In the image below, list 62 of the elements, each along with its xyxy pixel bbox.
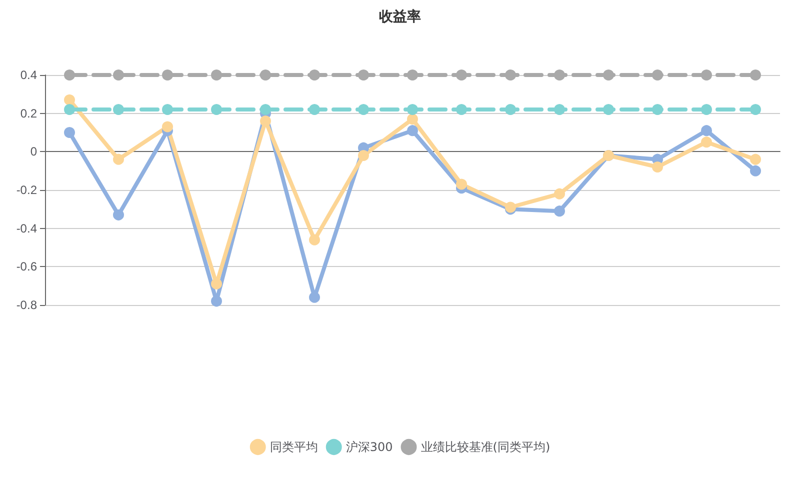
point [211, 70, 222, 80]
point [456, 178, 467, 190]
point [309, 234, 320, 246]
point [652, 104, 663, 115]
point [260, 116, 271, 126]
legend-label: 沪深300 [346, 440, 393, 454]
point [505, 104, 516, 115]
legend-label: 业绩比较基准(同类平均) [420, 440, 550, 454]
point [162, 104, 173, 115]
legend-label: 同类平均 [270, 440, 318, 454]
y-tick-label: -0.4 [16, 221, 38, 236]
point [358, 104, 369, 115]
point [652, 70, 663, 80]
point [113, 104, 124, 115]
point [554, 206, 565, 217]
point [309, 70, 320, 80]
point [456, 104, 467, 115]
point [505, 70, 516, 80]
point [603, 104, 614, 115]
point [162, 70, 173, 80]
point [64, 127, 75, 138]
point [113, 209, 124, 220]
point [211, 278, 222, 290]
point [260, 70, 271, 80]
point [701, 70, 712, 80]
point [750, 165, 761, 176]
point [211, 296, 222, 307]
y-tick-label: -0.8 [16, 298, 38, 312]
point [750, 154, 761, 165]
point [701, 136, 712, 148]
point [260, 104, 271, 115]
point [701, 104, 712, 115]
point [162, 121, 173, 132]
point [554, 188, 565, 200]
point [407, 104, 418, 115]
point [211, 104, 222, 115]
point [113, 154, 124, 165]
point [309, 292, 320, 303]
point [309, 104, 320, 115]
y-tick-label: -0.6 [16, 260, 38, 274]
point [554, 104, 565, 115]
chart-title: 收益率 [379, 8, 421, 25]
point [603, 70, 614, 80]
y-tick-label: 0 [30, 144, 38, 159]
point [407, 114, 418, 125]
point [750, 70, 761, 80]
point [64, 104, 75, 115]
point [407, 125, 418, 136]
point [113, 70, 124, 80]
point [701, 125, 712, 136]
point [358, 70, 369, 80]
y-tick-label: -0.2 [16, 183, 38, 197]
point [407, 70, 418, 80]
point [456, 70, 467, 80]
point [554, 70, 565, 80]
point [358, 150, 369, 161]
point [652, 162, 663, 172]
y-tick-label: 0.4 [20, 68, 38, 82]
point [64, 70, 75, 80]
y-tick-label: 0.2 [20, 106, 38, 120]
point [64, 94, 75, 106]
point [750, 104, 761, 115]
